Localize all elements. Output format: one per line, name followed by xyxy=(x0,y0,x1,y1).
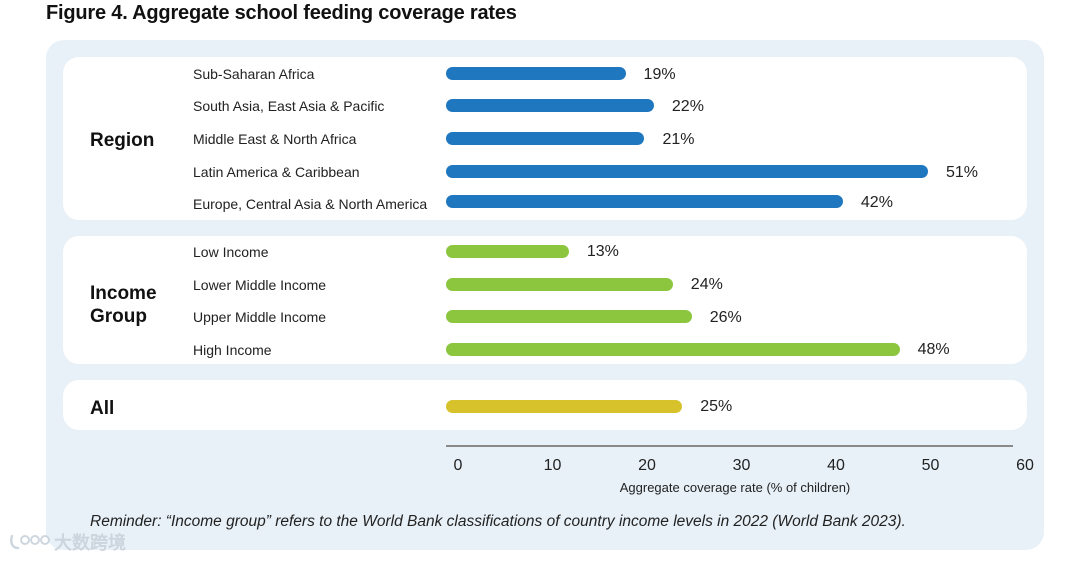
data-label: 26% xyxy=(709,309,742,326)
data-label: 22% xyxy=(671,98,704,115)
x-tick-label: 50 xyxy=(921,457,940,474)
x-tick-label: 10 xyxy=(543,457,562,474)
category-label: Low Income xyxy=(193,244,269,260)
figure-title: Figure 4. Aggregate school feeding cover… xyxy=(46,2,517,24)
x-axis-title: Aggregate coverage rate (% of children) xyxy=(619,480,851,495)
bar-europe-central-asia-north-america xyxy=(446,195,843,208)
data-label: 19% xyxy=(643,66,676,83)
category-label: South Asia, East Asia & Pacific xyxy=(193,98,385,114)
data-label: 51% xyxy=(945,164,978,181)
watermark-logo-icon xyxy=(10,534,50,550)
x-tick-label: 60 xyxy=(1016,457,1034,474)
x-tick-label: 0 xyxy=(453,457,463,474)
x-axis-line xyxy=(446,445,1013,447)
category-label: Sub-Saharan Africa xyxy=(193,66,315,82)
bar-sub-saharan-africa xyxy=(446,67,626,80)
data-label: 13% xyxy=(586,243,619,260)
category-label: High Income xyxy=(193,342,272,358)
x-tick-label: 20 xyxy=(638,457,656,474)
bar-south-asia-east-asia-pacific xyxy=(446,99,654,112)
group-label-income-line2: Group xyxy=(90,306,147,327)
data-label: 24% xyxy=(690,276,723,293)
watermark-text: 大数跨境 xyxy=(54,533,126,553)
bar-low-income xyxy=(446,245,569,258)
bar-all xyxy=(446,400,683,413)
bar-middle-east-north-africa xyxy=(446,132,645,145)
bar-latin-america-caribbean xyxy=(446,165,928,178)
data-label: 48% xyxy=(917,341,950,358)
data-label: 25% xyxy=(700,398,733,415)
group-label-all: All xyxy=(90,398,115,419)
category-label: Upper Middle Income xyxy=(193,309,327,325)
category-label: Europe, Central Asia & North America xyxy=(193,196,428,212)
x-tick-label: 30 xyxy=(732,457,751,474)
bar-upper-middle-income xyxy=(446,310,692,323)
bar-high-income xyxy=(446,343,900,356)
category-label: Middle East & North Africa xyxy=(193,131,357,147)
watermark: 大数跨境 xyxy=(8,529,126,555)
bar-lower-middle-income xyxy=(446,278,673,291)
x-tick-label: 40 xyxy=(827,457,845,474)
category-label: Latin America & Caribbean xyxy=(193,164,360,180)
data-label: 42% xyxy=(860,194,893,211)
footnote-reminder: Reminder: “Income group” refers to the W… xyxy=(90,513,906,530)
group-label-income-line1: Income xyxy=(90,283,157,304)
category-label: Lower Middle Income xyxy=(193,277,327,293)
data-label: 21% xyxy=(662,131,695,148)
group-label-region: Region xyxy=(90,130,155,151)
